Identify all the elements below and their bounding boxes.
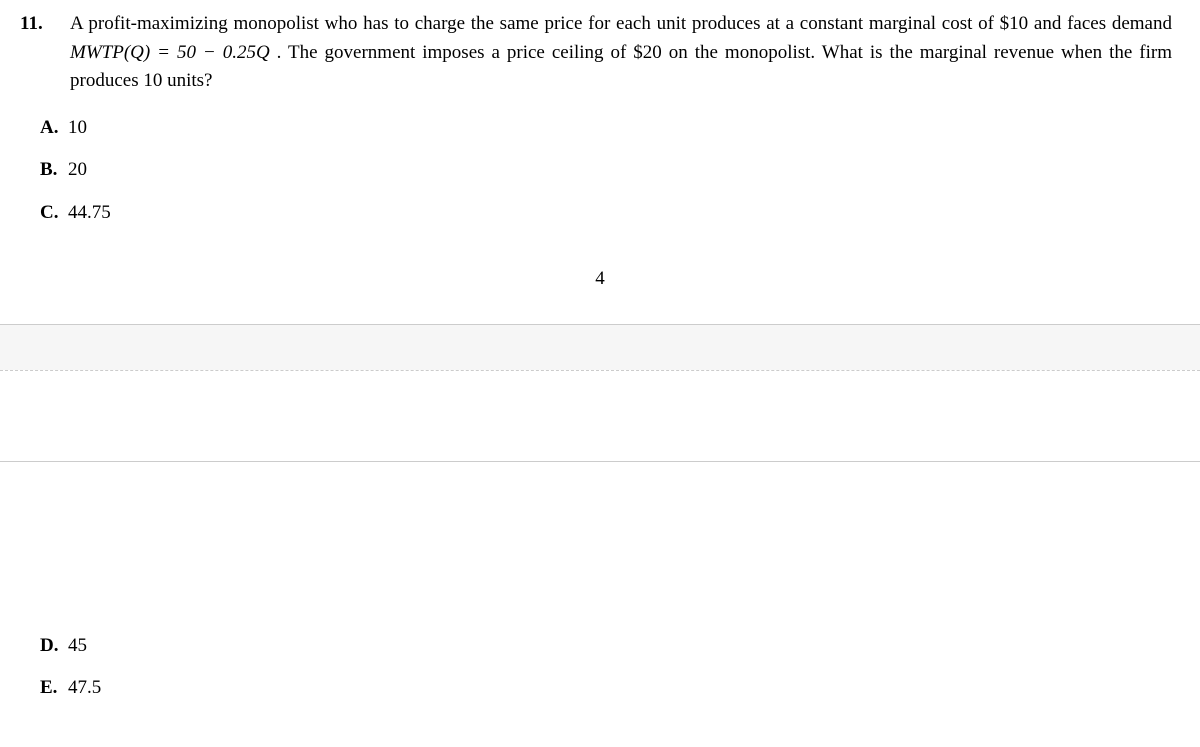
question-page-top: 11. A profit-maximizing monopolist who h… — [0, 0, 1200, 294]
question-text: A profit-maximizing monopolist who has t… — [70, 10, 1180, 96]
option-letter: C. — [40, 199, 68, 228]
option-letter: E. — [40, 674, 68, 703]
option-value: 20 — [68, 159, 87, 180]
option-value: 44.75 — [68, 202, 111, 223]
question-math-expr: MWTP(Q) = 50 − 0.25Q — [70, 42, 270, 63]
page-separator — [0, 324, 1200, 462]
question-text-part1: A profit-maximizing monopolist who has t… — [70, 13, 1172, 34]
separator-line-bottom — [0, 461, 1200, 462]
separator-gap-2 — [0, 371, 1200, 461]
option-letter: D. — [40, 632, 68, 661]
answer-option-a: A.10 — [40, 114, 1180, 143]
separator-gap — [0, 325, 1200, 370]
answer-option-b: B.20 — [40, 156, 1180, 185]
answer-option-e: E.47.5 — [40, 674, 1180, 703]
option-letter: A. — [40, 114, 68, 143]
answer-option-d: D.45 — [40, 632, 1180, 661]
question-block: 11. A profit-maximizing monopolist who h… — [20, 10, 1180, 96]
option-value: 45 — [68, 635, 87, 656]
option-value: 47.5 — [68, 677, 101, 698]
question-page-bottom: D.45 E.47.5 — [0, 622, 1200, 703]
option-letter: B. — [40, 156, 68, 185]
page-number: 4 — [20, 265, 1180, 294]
option-value: 10 — [68, 117, 87, 138]
answer-option-c: C.44.75 — [40, 199, 1180, 228]
question-number: 11. — [20, 10, 70, 96]
